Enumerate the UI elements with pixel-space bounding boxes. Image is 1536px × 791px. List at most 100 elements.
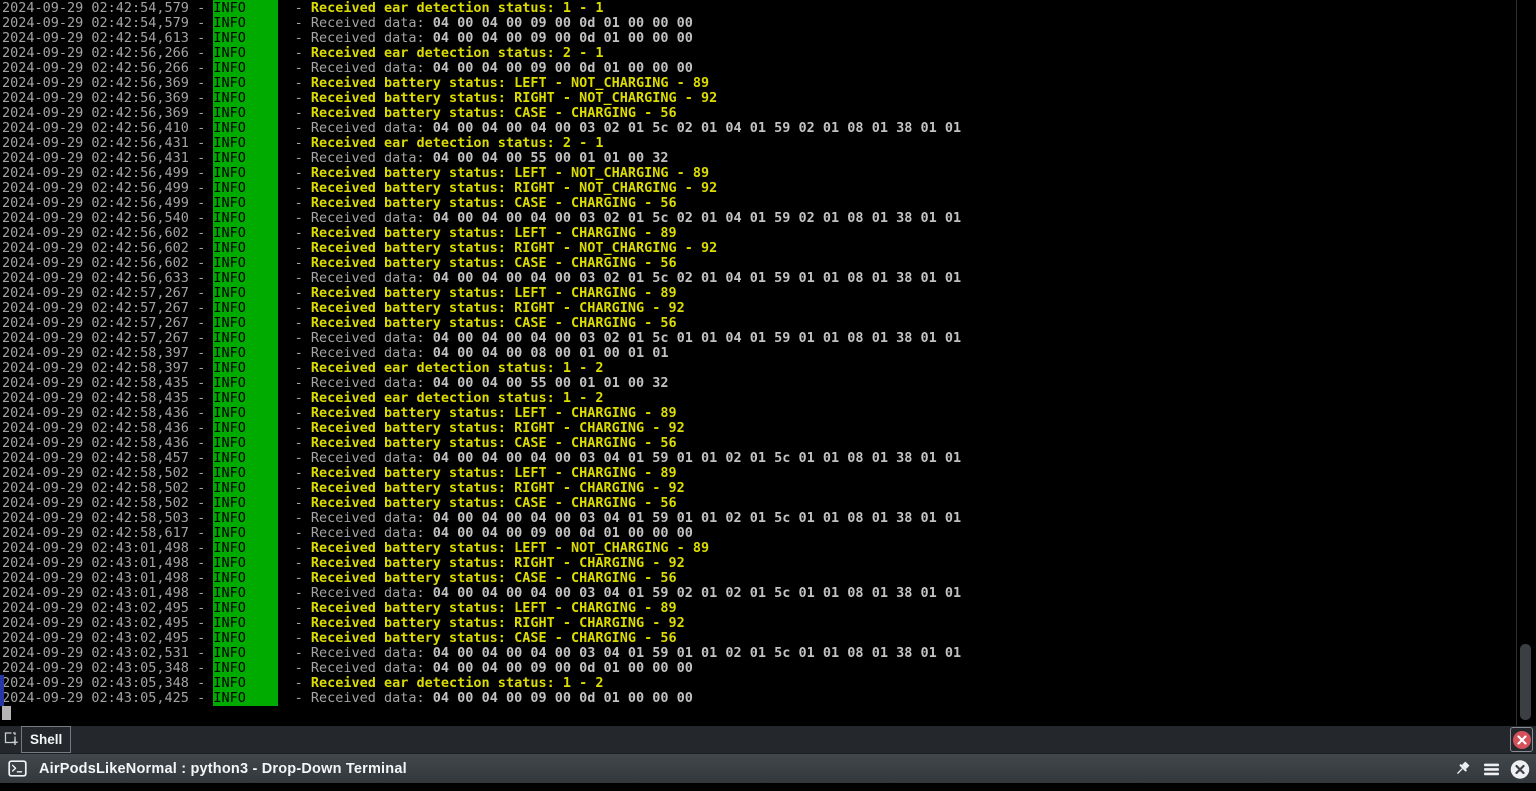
menu-icon [1483,763,1499,775]
log-line: 2024-09-29 02:42:54,579 - INFO - Receive… [2,0,604,16]
close-window-button[interactable] [1510,758,1530,780]
log-message: Received data: [310,330,433,346]
log-message: Received data: [310,375,433,391]
log-line: 2024-09-29 02:42:56,499 - INFO - Receive… [2,165,710,181]
terminal-screen[interactable]: 2024-09-29 02:42:54,579 - INFO - Receive… [0,0,1536,726]
log-timestamp: 2024-09-29 02:42:56,410 - [2,120,214,136]
log-message: Received ear detection status: 2 - 1 [310,135,604,151]
log-hex-bytes: 04 00 04 00 09 00 0d 01 00 00 00 [432,60,693,76]
log-hex-bytes: 04 00 04 00 09 00 0d 01 00 00 00 [432,525,693,541]
log-line: 2024-09-29 02:42:58,502 - INFO - Receive… [2,480,685,496]
log-level-badge: INFO [213,210,279,226]
log-line: 2024-09-29 02:42:56,431 - INFO - Receive… [2,150,669,166]
log-level-badge: INFO [213,660,279,676]
new-tab-button[interactable] [0,726,20,753]
log-timestamp: 2024-09-29 02:43:01,498 - [2,570,214,586]
log-level-badge: INFO [213,60,279,76]
log-level-badge: INFO [213,480,279,496]
log-level-badge: INFO [213,405,279,421]
log-level-badge: INFO [213,465,279,481]
pin-icon [1457,761,1470,774]
log-message: Received battery status: RIGHT - NOT_CHA… [310,180,718,196]
keep-open-button[interactable] [1452,758,1472,780]
log-message: Received battery status: CASE - CHARGING… [310,435,677,451]
log-level-badge: INFO [213,690,279,706]
log-line: 2024-09-29 02:42:56,499 - INFO - Receive… [2,195,677,211]
log-message: Received battery status: RIGHT - CHARGIN… [310,480,685,496]
log-line: 2024-09-29 02:42:57,267 - INFO - Receive… [2,330,962,346]
log-message: Received data: [310,660,433,676]
log-line: 2024-09-29 02:43:05,348 - INFO - Receive… [2,675,604,691]
log-timestamp: 2024-09-29 02:43:02,531 - [2,645,214,661]
log-message: Received battery status: CASE - CHARGING… [310,105,677,121]
log-line: 2024-09-29 02:42:58,457 - INFO - Receive… [2,450,962,466]
log-timestamp: 2024-09-29 02:42:56,633 - [2,270,214,286]
log-timestamp: 2024-09-29 02:43:02,495 - [2,630,214,646]
log-message: Received battery status: RIGHT - CHARGIN… [310,555,685,571]
log-timestamp: 2024-09-29 02:43:02,495 - [2,600,214,616]
log-level-badge: INFO [213,270,279,286]
log-message: Received battery status: CASE - CHARGING… [310,630,677,646]
scrollbar-thumb[interactable] [1520,644,1531,720]
log-level-badge: INFO [213,315,279,331]
log-timestamp: 2024-09-29 02:42:54,579 - [2,15,214,31]
log-level-badge: INFO [213,600,279,616]
log-message: Received data: [310,645,433,661]
log-level-badge: INFO [213,525,279,541]
log-level-badge: INFO [213,0,279,16]
log-level-badge: INFO [213,180,279,196]
log-hex-bytes: 04 00 04 00 08 00 01 00 01 01 [432,345,669,361]
log-hex-bytes: 04 00 04 00 04 00 03 02 01 5c 02 01 04 0… [432,120,962,136]
log-timestamp: 2024-09-29 02:43:05,348 - [2,675,214,691]
log-timestamp: 2024-09-29 02:42:58,397 - [2,345,214,361]
log-line: 2024-09-29 02:42:57,267 - INFO - Receive… [2,300,685,316]
log-level-badge: INFO [213,240,279,256]
log-message: Received data: [310,210,433,226]
log-line: 2024-09-29 02:43:02,531 - INFO - Receive… [2,645,962,661]
log-hex-bytes: 04 00 04 00 09 00 0d 01 00 00 00 [432,15,693,31]
log-hex-bytes: 04 00 04 00 04 00 03 04 01 59 01 01 02 0… [432,510,962,526]
log-line: 2024-09-29 02:42:56,410 - INFO - Receive… [2,120,962,136]
log-level-badge: INFO [213,645,279,661]
log-line: 2024-09-29 02:42:58,436 - INFO - Receive… [2,420,685,436]
log-message: Received data: [310,690,433,706]
log-message: Received battery status: LEFT - CHARGING… [310,285,677,301]
log-timestamp: 2024-09-29 02:42:56,369 - [2,75,214,91]
menu-button[interactable] [1481,758,1501,780]
log-line: 2024-09-29 02:43:01,498 - INFO - Receive… [2,570,677,586]
log-message: Received data: [310,120,433,136]
log-message: Received battery status: LEFT - CHARGING… [310,465,677,481]
log-message: Received data: [310,15,433,31]
log-message: Received battery status: RIGHT - NOT_CHA… [310,240,718,256]
log-message: Received ear detection status: 1 - 2 [310,360,604,376]
close-session-button[interactable] [1510,727,1533,752]
log-timestamp: 2024-09-29 02:42:57,267 - [2,300,214,316]
selection-mark [0,675,4,706]
log-level-badge: INFO [213,450,279,466]
log-timestamp: 2024-09-29 02:42:58,436 - [2,420,214,436]
log-level-badge: INFO [213,375,279,391]
log-message: Received battery status: LEFT - CHARGING… [310,405,677,421]
log-message: Received battery status: CASE - CHARGING… [310,195,677,211]
log-timestamp: 2024-09-29 02:42:56,602 - [2,225,214,241]
tab-shell[interactable]: Shell [21,726,72,753]
log-message: Received data: [310,450,433,466]
log-hex-bytes: 04 00 04 00 09 00 0d 01 00 00 00 [432,690,693,706]
scrollbar-track[interactable] [1516,0,1517,726]
log-line: 2024-09-29 02:42:56,369 - INFO - Receive… [2,105,677,121]
log-line: 2024-09-29 02:42:56,540 - INFO - Receive… [2,210,962,226]
log-message: Received battery status: LEFT - NOT_CHAR… [310,540,710,556]
log-timestamp: 2024-09-29 02:42:58,503 - [2,510,214,526]
log-message: Received data: [310,585,433,601]
log-timestamp: 2024-09-29 02:42:58,617 - [2,525,214,541]
log-level-badge: INFO [213,195,279,211]
log-line: 2024-09-29 02:42:58,397 - INFO - Receive… [2,360,604,376]
log-message: Received battery status: LEFT - NOT_CHAR… [310,75,710,91]
log-level-badge: INFO [213,225,279,241]
tab-label: Shell [30,732,63,747]
log-timestamp: 2024-09-29 02:42:58,502 - [2,480,214,496]
log-timestamp: 2024-09-29 02:42:56,499 - [2,195,214,211]
log-timestamp: 2024-09-29 02:42:56,431 - [2,150,214,166]
log-line: 2024-09-29 02:42:58,502 - INFO - Receive… [2,465,677,481]
title-bar: AirPodsLikeNormal : python3 - Drop-Down … [0,753,1536,783]
